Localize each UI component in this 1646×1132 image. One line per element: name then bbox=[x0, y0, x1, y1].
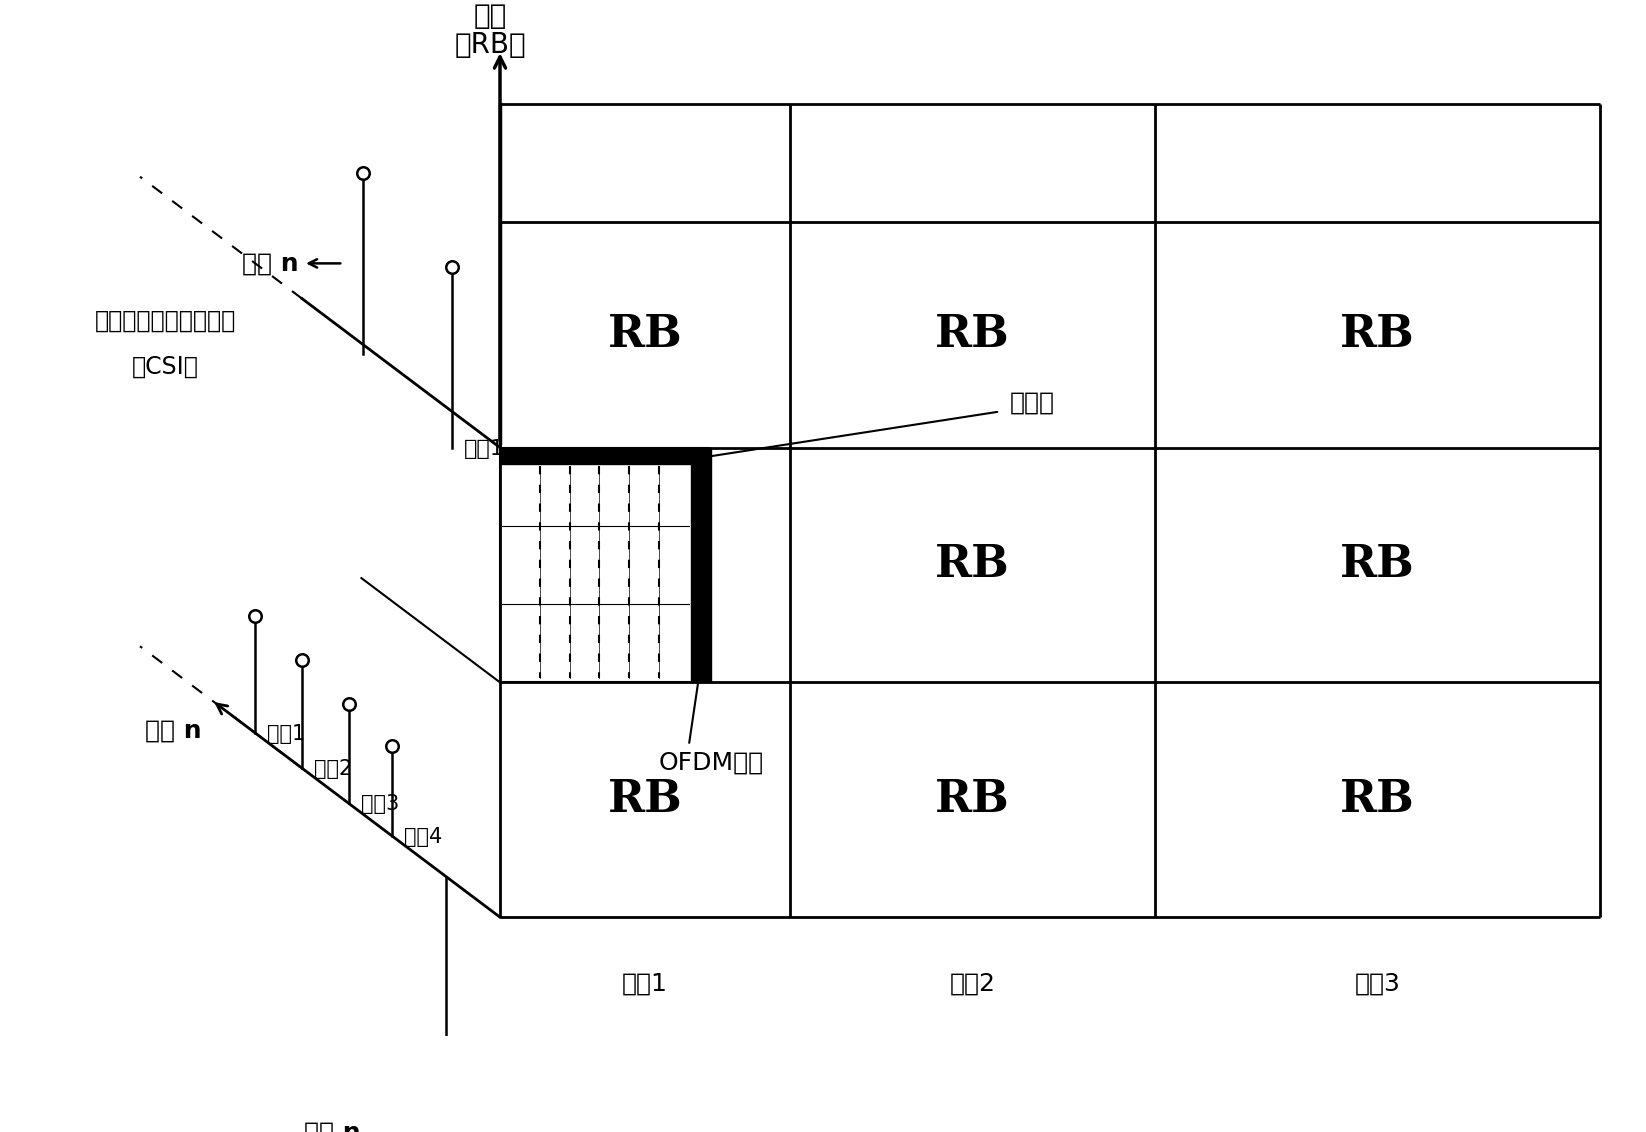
Text: 用户3: 用户3 bbox=[360, 795, 398, 814]
Text: 各用户的信道状态指标: 各用户的信道状态指标 bbox=[94, 309, 235, 333]
Text: （CSI）: （CSI） bbox=[132, 354, 199, 378]
Text: 时隙1: 时隙1 bbox=[622, 971, 668, 995]
Text: 用户 n: 用户 n bbox=[242, 251, 298, 275]
Text: 用户 n: 用户 n bbox=[305, 1121, 360, 1132]
Text: 用户1: 用户1 bbox=[267, 724, 306, 744]
Text: 子载波: 子载波 bbox=[1011, 391, 1055, 414]
Text: RB: RB bbox=[1340, 543, 1416, 586]
Text: 用户2: 用户2 bbox=[314, 760, 352, 779]
Text: RB: RB bbox=[1340, 314, 1416, 357]
Text: 频率: 频率 bbox=[474, 2, 507, 31]
Text: RB: RB bbox=[935, 543, 1011, 586]
Text: 用户1: 用户1 bbox=[464, 438, 505, 458]
Text: RB: RB bbox=[607, 779, 683, 822]
Text: RB: RB bbox=[607, 314, 683, 357]
Text: （RB）: （RB） bbox=[454, 32, 525, 59]
Text: 时隙3: 时隙3 bbox=[1355, 971, 1401, 995]
Text: RB: RB bbox=[1340, 779, 1416, 822]
Text: RB: RB bbox=[935, 779, 1011, 822]
Text: 用户4: 用户4 bbox=[403, 826, 443, 847]
Text: OFDM符号: OFDM符号 bbox=[658, 751, 764, 774]
Text: 用户 n: 用户 n bbox=[145, 719, 202, 743]
Text: RB: RB bbox=[935, 314, 1011, 357]
Text: 时隙2: 时隙2 bbox=[950, 971, 996, 995]
